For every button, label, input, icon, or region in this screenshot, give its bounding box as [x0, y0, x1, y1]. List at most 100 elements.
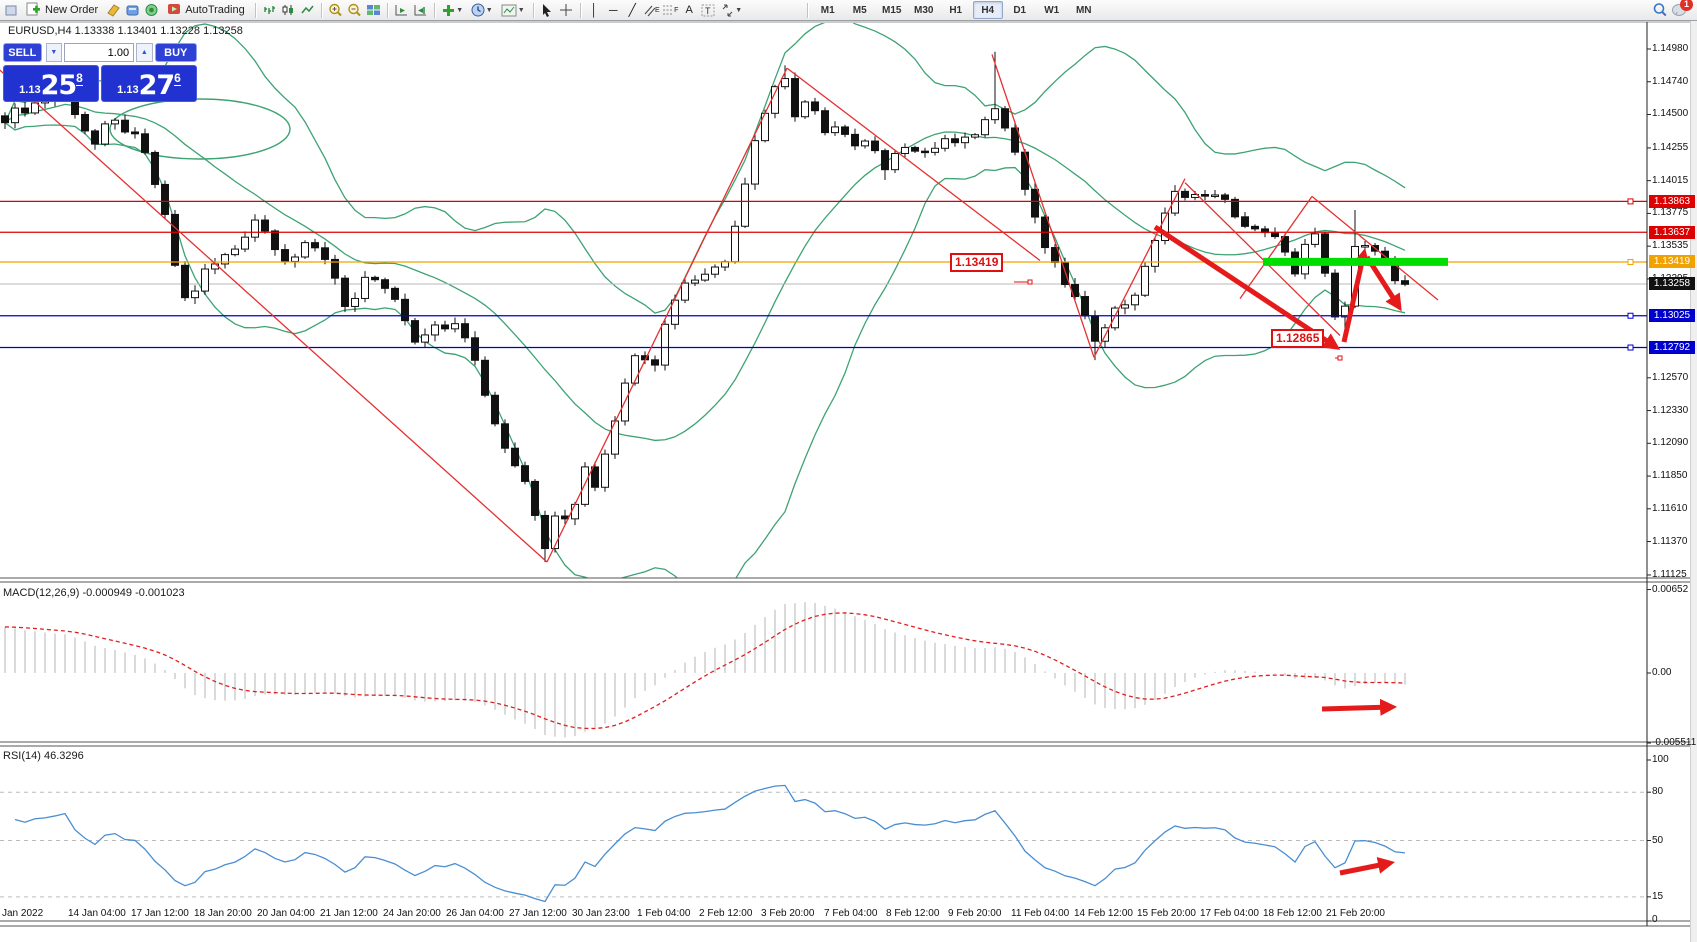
candle-body — [1011, 127, 1019, 153]
auto-scroll-icon[interactable] — [393, 2, 410, 19]
add-indicator-button[interactable]: ▼ — [440, 2, 466, 19]
chart-area[interactable]: EURUSD,H4 1.13338 1.13401 1.13228 1.1325… — [0, 21, 1697, 942]
autotrading-button[interactable]: AutoTrading — [162, 1, 250, 20]
line-anchor-handle — [1627, 198, 1634, 205]
candle-body — [671, 299, 679, 325]
crosshair-tool-icon[interactable] — [558, 2, 575, 19]
buy-button[interactable]: BUY — [154, 43, 197, 62]
text-tool-icon[interactable]: A — [685, 3, 693, 16]
candle-body — [511, 447, 519, 467]
time-axis-label: 21 Jan 12:00 — [320, 908, 378, 919]
annotation-anchor — [1337, 355, 1343, 361]
toolbar-separator — [532, 2, 534, 18]
tf-button-w1[interactable]: W1 — [1044, 4, 1060, 16]
candle-body — [911, 146, 919, 152]
trendline-tool-icon[interactable]: ╱ — [628, 3, 636, 17]
zoom-in-icon[interactable] — [327, 2, 344, 19]
reports-icon[interactable] — [124, 2, 141, 19]
tf-button-mn[interactable]: MN — [1075, 4, 1092, 16]
price-tick-label: 1.13535 — [1652, 240, 1689, 252]
price-annotation-1.13419[interactable]: 1.13419 — [950, 253, 1004, 272]
candle-body — [191, 290, 199, 299]
text-label-tool-icon[interactable]: T — [700, 2, 717, 19]
price-annotation-1.12865[interactable]: 1.12865 — [1271, 329, 1325, 348]
svg-text:T: T — [705, 6, 711, 16]
candle-body — [581, 466, 589, 505]
horizontal-line-tool-icon[interactable]: ─ — [608, 3, 618, 17]
vertical-line-tool-icon[interactable]: │ — [590, 3, 598, 17]
candle-body — [341, 277, 349, 307]
notifications-button[interactable]: 1 — [1670, 0, 1693, 19]
ask-big-digits: 27 — [138, 70, 176, 101]
candle-body — [141, 133, 149, 153]
trendline-6 — [1184, 182, 1341, 336]
tf-button-m5[interactable]: M5 — [852, 4, 867, 16]
time-axis-label: 26 Jan 04:00 — [446, 908, 504, 919]
candle-body — [601, 453, 609, 488]
chart-canvas[interactable] — [0, 21, 1697, 942]
candle-body — [451, 323, 459, 330]
editor-icon[interactable] — [105, 2, 122, 19]
chevron-down-icon: ▼ — [517, 6, 525, 14]
channel-tool-icon[interactable]: E — [643, 2, 660, 19]
tf-button-d1[interactable]: D1 — [1013, 4, 1027, 16]
tf-button-m1[interactable]: M1 — [820, 4, 835, 16]
zoom-out-icon[interactable] — [346, 2, 363, 19]
price-tick-label: 1.14255 — [1652, 141, 1689, 153]
candle-body — [541, 514, 549, 550]
community-icon[interactable] — [143, 2, 160, 19]
tf-button-m30[interactable]: M30 — [913, 4, 934, 16]
candlestick-icon[interactable] — [280, 2, 297, 19]
time-axis-label: 3 Feb 20:00 — [761, 908, 815, 919]
candle-body — [181, 264, 189, 299]
candle-body — [401, 298, 409, 322]
toolbar-separator — [579, 2, 581, 18]
tf-button-m15[interactable]: M15 — [881, 4, 902, 16]
time-axis-label: 14 Feb 12:00 — [1074, 908, 1133, 919]
search-icon[interactable] — [1651, 2, 1668, 19]
sell-button[interactable]: SELL — [3, 43, 42, 62]
bid-pip-digit: 8 — [76, 71, 83, 86]
candle-body — [241, 236, 249, 250]
new-order-icon — [26, 2, 41, 19]
candle-body — [1231, 198, 1239, 218]
tf-button-h4[interactable]: H4 — [972, 1, 1003, 19]
ask-price-display[interactable]: 1.13 27 6 — [101, 65, 197, 102]
arrows-tool-button[interactable]: ▼ — [719, 2, 745, 19]
tile-windows-icon[interactable] — [365, 2, 382, 19]
time-axis-label: 14 Jan 04:00 — [68, 908, 126, 919]
candle-body — [1161, 212, 1169, 241]
time-axis-label: 18 Jan 20:00 — [194, 908, 252, 919]
candle-body — [631, 355, 639, 384]
volume-input[interactable] — [64, 43, 135, 62]
template-button[interactable]: ▼ — [498, 2, 528, 19]
candle-body — [941, 138, 949, 149]
candle-body — [551, 515, 559, 550]
window-icon[interactable] — [2, 2, 19, 19]
bid-prefix: 1.13 — [19, 84, 41, 96]
volume-decrease-button[interactable]: ▼ — [45, 43, 63, 62]
candle-body — [501, 423, 509, 449]
line-chart-icon[interactable] — [299, 2, 316, 19]
candle-body — [1171, 190, 1179, 214]
price-tick-label: 1.11125 — [1652, 568, 1687, 580]
fibonacci-tool-icon[interactable]: F — [662, 2, 679, 19]
window-scroll-strip[interactable] — [1690, 21, 1697, 942]
bar-chart-icon[interactable] — [261, 2, 278, 19]
volume-increase-button[interactable]: ▲ — [136, 43, 153, 62]
candle-body — [751, 140, 759, 185]
new-order-button[interactable]: New Order — [21, 1, 103, 20]
chevron-down-icon: ▼ — [735, 6, 743, 14]
periods-button[interactable]: ▼ — [468, 2, 496, 19]
candle-body — [1311, 233, 1319, 245]
cursor-tool-icon[interactable] — [539, 2, 556, 19]
candle-body — [101, 123, 109, 145]
tf-button-h1[interactable]: H1 — [949, 4, 963, 16]
candle-body — [221, 254, 229, 265]
candle-body — [1201, 194, 1209, 197]
candle-body — [21, 107, 29, 114]
candle-body — [371, 276, 379, 281]
bid-price-display[interactable]: 1.13 25 8 — [3, 65, 99, 102]
candle-body — [1401, 280, 1409, 285]
chart-shift-icon[interactable] — [412, 2, 429, 19]
